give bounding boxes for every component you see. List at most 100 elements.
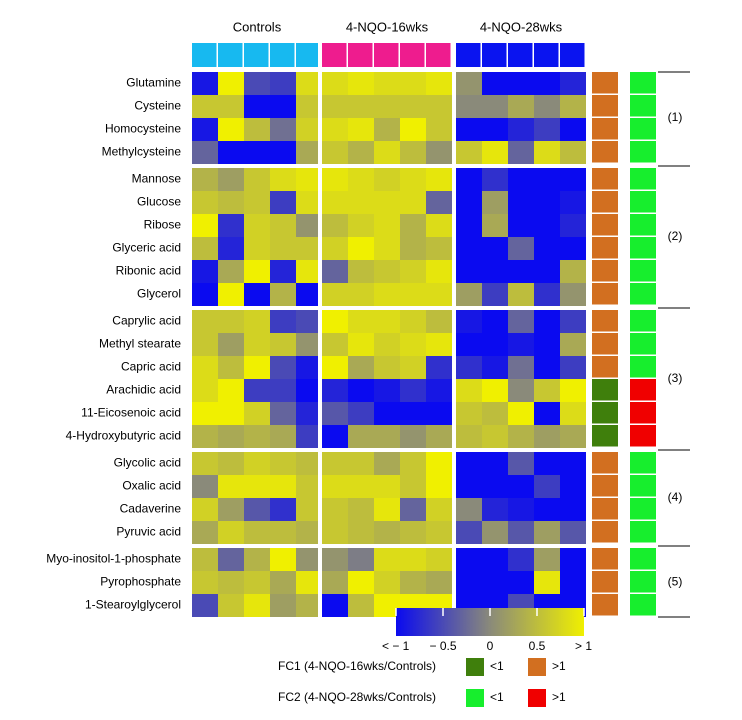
- cluster-label-3: (3): [668, 371, 683, 385]
- heatmap-cell: [218, 475, 244, 498]
- fc1-cell: [592, 72, 618, 94]
- heatmap-cell: [296, 214, 322, 237]
- fc2-cell: [630, 214, 656, 236]
- row-label: Ribose: [144, 218, 182, 232]
- fc2-greater-label: >1: [552, 690, 566, 704]
- heatmap-cell: [426, 72, 452, 95]
- heatmap-cell: [482, 498, 508, 521]
- heatmap-cell: [192, 214, 218, 237]
- heatmap-cell: [192, 379, 218, 402]
- heatmap-cell: [534, 425, 560, 448]
- fc2-cell: [630, 333, 656, 355]
- heatmap-cell: [296, 425, 322, 448]
- heatmap-cell: [192, 452, 218, 475]
- group-color-cell: [244, 43, 269, 67]
- heatmap-cell: [374, 594, 400, 617]
- heatmap-cell: [192, 260, 218, 283]
- heatmap-cell: [534, 260, 560, 283]
- heatmap-cell: [348, 283, 374, 306]
- row-label: Glycerol: [137, 287, 181, 301]
- heatmap-cell: [244, 191, 270, 214]
- fc1-cell: [592, 141, 618, 163]
- heatmap-cell: [244, 333, 270, 356]
- heatmap-cell: [192, 237, 218, 260]
- heatmap-cell: [534, 283, 560, 306]
- heatmap-cell: [270, 283, 296, 306]
- heatmap-cell: [348, 237, 374, 260]
- heatmap-cell: [244, 425, 270, 448]
- heatmap-cell: [400, 498, 426, 521]
- heatmap-cell: [244, 356, 270, 379]
- heatmap-cell: [244, 402, 270, 425]
- heatmap-cell: [426, 379, 452, 402]
- heatmap-cell: [534, 452, 560, 475]
- heatmap-cell: [218, 237, 244, 260]
- fc1-cell: [592, 310, 618, 332]
- heatmap-cell: [374, 548, 400, 571]
- heatmap-cell: [426, 310, 452, 333]
- heatmap-cell: [534, 168, 560, 191]
- heatmap-cell: [482, 333, 508, 356]
- group-color-cell: [374, 43, 399, 67]
- heatmap-cell: [192, 191, 218, 214]
- heatmap-cell: [560, 379, 586, 402]
- heatmap-cell: [218, 95, 244, 118]
- fc2-cell: [630, 498, 656, 520]
- heatmap-cell: [426, 521, 452, 544]
- heatmap-cell: [456, 402, 482, 425]
- heatmap-cell: [296, 168, 322, 191]
- heatmap-cell: [508, 260, 534, 283]
- heatmap-cell: [456, 283, 482, 306]
- heatmap-cell: [456, 521, 482, 544]
- heatmap-cell: [508, 118, 534, 141]
- heatmap-cell: [296, 191, 322, 214]
- heatmap-cell: [270, 452, 296, 475]
- fc1-cell: [592, 452, 618, 474]
- fc2-cell: [630, 310, 656, 332]
- heatmap-cell: [218, 498, 244, 521]
- heatmap-cell: [270, 72, 296, 95]
- fc1-cell: [592, 402, 618, 424]
- heatmap-cell: [456, 333, 482, 356]
- heatmap-cell: [348, 214, 374, 237]
- heatmap-cell: [374, 141, 400, 164]
- cluster-label-5: (5): [668, 575, 683, 589]
- heatmap-cell: [456, 141, 482, 164]
- cluster-label-2: (2): [668, 229, 683, 243]
- fc1-cell: [592, 475, 618, 497]
- heatmap-cell: [270, 214, 296, 237]
- heatmap-cell: [560, 310, 586, 333]
- heatmap-cell: [348, 333, 374, 356]
- heatmap-cell: [482, 95, 508, 118]
- heatmap-cell: [482, 191, 508, 214]
- heatmap-cell: [456, 168, 482, 191]
- heatmap-cell: [244, 310, 270, 333]
- heatmap-cell: [270, 498, 296, 521]
- fc2-cell: [630, 283, 656, 305]
- heatmap-cell: [534, 475, 560, 498]
- heatmap-cell: [482, 141, 508, 164]
- heatmap-cell: [322, 237, 348, 260]
- heatmap-cell: [482, 118, 508, 141]
- heatmap-cell: [374, 402, 400, 425]
- heatmap-cell: [218, 402, 244, 425]
- heatmap-cell: [348, 95, 374, 118]
- heatmap-cell: [296, 379, 322, 402]
- heatmap-cell: [560, 498, 586, 521]
- heatmap-cell: [270, 168, 296, 191]
- fc2-cell: [630, 475, 656, 497]
- heatmap-cell: [270, 425, 296, 448]
- heatmap-cell: [192, 425, 218, 448]
- group-color-cell: [296, 43, 321, 67]
- heatmap-cell: [218, 548, 244, 571]
- heatmap-cell: [400, 141, 426, 164]
- heatmap-cell: [296, 402, 322, 425]
- heatmap-cell: [508, 95, 534, 118]
- heatmap-cell: [456, 548, 482, 571]
- heatmap-cell: [244, 475, 270, 498]
- row-label: Glutamine: [126, 76, 181, 90]
- fc2-cell: [630, 356, 656, 378]
- heatmap-cell: [244, 452, 270, 475]
- heatmap-cell: [374, 521, 400, 544]
